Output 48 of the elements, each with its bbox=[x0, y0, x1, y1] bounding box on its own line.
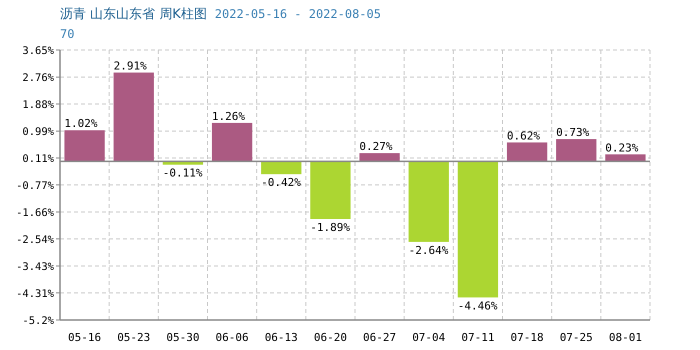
bar bbox=[506, 142, 548, 162]
data-label: 0.27% bbox=[359, 140, 393, 154]
bar bbox=[458, 161, 498, 298]
bar bbox=[212, 122, 252, 162]
y-tick-label: -1.66% bbox=[16, 207, 55, 219]
y-tick-label: -0.77% bbox=[16, 180, 55, 192]
y-tick-label: -5.2% bbox=[22, 315, 55, 327]
data-label: 1.26% bbox=[212, 110, 246, 123]
x-tick-label: 07-18 bbox=[510, 331, 544, 344]
bar bbox=[114, 72, 154, 162]
y-tick-label: 2.76% bbox=[22, 72, 55, 84]
data-label: 2.91% bbox=[114, 60, 148, 73]
data-label: -1.89% bbox=[310, 221, 350, 234]
data-label: -4.46% bbox=[458, 299, 498, 312]
bar bbox=[359, 153, 400, 162]
data-label: -0.42% bbox=[261, 176, 302, 190]
x-tick-label: 06-13 bbox=[264, 331, 298, 344]
data-label: 0.23% bbox=[605, 141, 639, 154]
bar bbox=[556, 139, 596, 162]
x-tick-label: 06-06 bbox=[216, 331, 249, 344]
x-tick-label: 07-11 bbox=[461, 331, 494, 344]
data-label: 0.62% bbox=[506, 129, 540, 142]
data-label: 1.02% bbox=[64, 117, 98, 130]
y-tick-label: -2.54% bbox=[16, 234, 55, 246]
x-tick-label: 07-04 bbox=[412, 331, 446, 344]
x-tick-label: 07-25 bbox=[560, 331, 593, 344]
y-tick-label: -4.31% bbox=[16, 288, 55, 300]
y-tick-label: 0.99% bbox=[22, 126, 55, 138]
x-tick-label: 05-30 bbox=[166, 331, 200, 344]
chart-title: 沥青 山东山东省 周K柱图 bbox=[60, 7, 207, 22]
data-label: -2.64% bbox=[408, 244, 449, 257]
y-tick-label: 1.88% bbox=[22, 99, 55, 111]
bar bbox=[408, 161, 449, 242]
data-label: 0.73% bbox=[556, 126, 590, 140]
y-tick-label: 3.65% bbox=[22, 45, 55, 57]
bar bbox=[261, 161, 302, 174]
data-label: -0.11% bbox=[162, 166, 203, 180]
x-tick-label: 06-20 bbox=[314, 331, 347, 344]
x-tick-label: 05-16 bbox=[68, 331, 102, 344]
x-tick-label: 05-23 bbox=[117, 331, 150, 344]
chart-subtitle: 2022-05-16 - 2022-08-05 bbox=[214, 7, 381, 21]
bar bbox=[64, 130, 105, 162]
x-tick-label: 06-27 bbox=[363, 331, 396, 344]
y-tick-label: -3.43% bbox=[16, 261, 55, 273]
bar bbox=[310, 161, 351, 220]
text: 70 bbox=[60, 27, 74, 41]
x-tick-label: 08-01 bbox=[608, 331, 642, 344]
y-tick-label: 0.11% bbox=[22, 153, 55, 165]
